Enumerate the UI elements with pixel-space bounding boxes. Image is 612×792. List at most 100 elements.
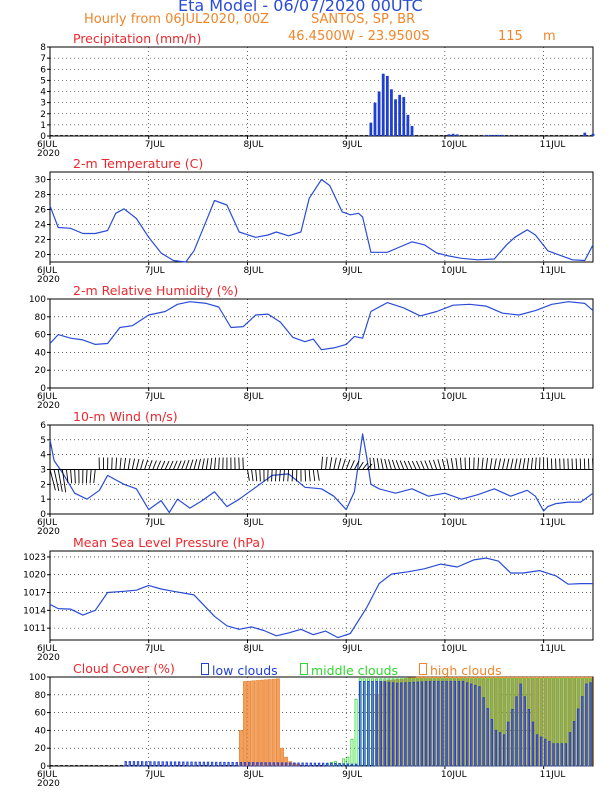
cloud-low-bar [375,680,378,767]
wind-barb [115,457,118,470]
wind-barb [424,460,429,470]
wind-barb [477,457,480,470]
cloud-low-bar [470,683,473,767]
rh-xtick-label: 9JUL [342,392,362,402]
wind-barb [193,459,198,470]
cloud-low-bar [210,761,214,767]
wind-barb [485,457,489,470]
cloud-low-bar [478,686,481,767]
temp-ytick-label: 24 [35,221,47,231]
cloud-low-bar [305,762,308,767]
wind-barb [152,460,157,470]
rh-xtick-label: 6JUL [37,392,57,402]
temp-xtick-label: 9JUL [342,266,362,276]
cloud-low-bar [289,762,292,767]
precip-bar [406,114,410,136]
rh-ytick-label: 80 [35,313,47,323]
cloud-low-bar [433,680,436,767]
cloud-high-bar [243,681,247,767]
wind-barb [321,456,323,470]
cloud-low-bar [441,680,444,767]
temp-xtick-label: 8JUL [243,266,263,276]
wind-barb [214,457,216,470]
wind-ytick-label: 2 [40,480,46,490]
precip-xtick-label: 6JUL [37,140,57,150]
cloud-low-bar [280,762,284,767]
cloud-low-bar [354,763,358,767]
cloud-low-bar [128,761,131,767]
cloud-low-bar [420,681,424,767]
temp-ytick-label: 30 [35,176,47,186]
wind-barb [510,458,514,470]
cloud-low-bar [334,763,337,767]
cloud-low-bar [264,762,267,767]
wind-barb [197,458,201,470]
precip-bar [451,133,455,136]
precip-ytick-label: 4 [40,88,46,98]
wind-barb [209,457,213,470]
cloud-low-bar [424,681,428,767]
cloud-low-bar [568,732,572,767]
wind-barb [127,458,131,470]
cloud-low-bar [503,734,506,767]
cloud-low-bar [379,680,382,767]
cloud-panel-title: Cloud Cover (%) [73,661,175,676]
chart-title: Eta Model - 06/07/2020 00UTC [178,0,423,15]
humidity-panel-title: 2-m Relative Humidity (%) [73,283,239,298]
cloud-low-bar [338,763,341,767]
wind-barb [312,469,316,482]
wind-barb [291,469,294,482]
cloud-low-bar [132,761,136,767]
wind-barb [49,469,56,491]
wind-ytick-label: 0 [40,510,46,520]
wind-barb [407,460,413,470]
cloud-low-bar [231,761,234,767]
wind-barb [373,457,376,470]
cloud-low-bar [437,680,440,767]
cloud-low-bar [490,718,493,767]
wind-barb [337,458,342,470]
rh-xtick-label: 10JUL [441,392,467,402]
wind-barb [287,469,290,482]
temp-year-label: 2020 [37,275,60,285]
wind-xtick-label: 6JUL [37,518,57,528]
cloud-high-bar [259,679,264,767]
cloud-low-bar [202,761,206,767]
cloud-high-bar [247,680,252,767]
cloud-low-bar [507,721,510,767]
temp-xtick-label: 6JUL [37,266,57,276]
precip-year-label: 2020 [37,149,60,159]
wind-barb [247,469,250,481]
wind-barb [502,458,506,470]
cloud-low-bar [535,734,539,767]
cloud-low-bar [589,682,592,767]
wind-barb [148,460,153,470]
mslp-ytick-label: 1014 [23,606,46,616]
cloud-xtick-label: 8JUL [243,770,263,780]
precip-bar [410,125,414,136]
cloud-low-bar [235,762,238,767]
legend-high-clouds: high clouds [419,663,502,678]
precip-ytick-label: 1 [40,121,46,131]
precip-bar [501,134,504,136]
cloud-low-bar [519,683,522,767]
cloud-low-bar [268,762,271,767]
rh-xtick-label: 11JUL [540,392,566,402]
wind-barb [53,469,60,492]
mslp-ytick-label: 1020 [23,571,46,581]
cloud-low-bar [474,684,477,767]
cloud-low-bar [317,762,321,767]
mslp-year-label: 2020 [37,653,60,663]
wind-barb [283,469,285,482]
cloud-low-bar [247,762,251,767]
cloud-low-bar [494,729,498,767]
cloud-low-bar [124,761,127,767]
wind-barb [275,469,277,482]
precip-bar [373,102,377,136]
wind-barb [384,458,388,470]
cloud-low-bar [400,682,403,767]
wind-barb [218,457,220,470]
wind-barb [354,460,360,470]
location-label: SANTOS, SP, BR [311,12,416,27]
cloud-low-bar [157,761,160,767]
